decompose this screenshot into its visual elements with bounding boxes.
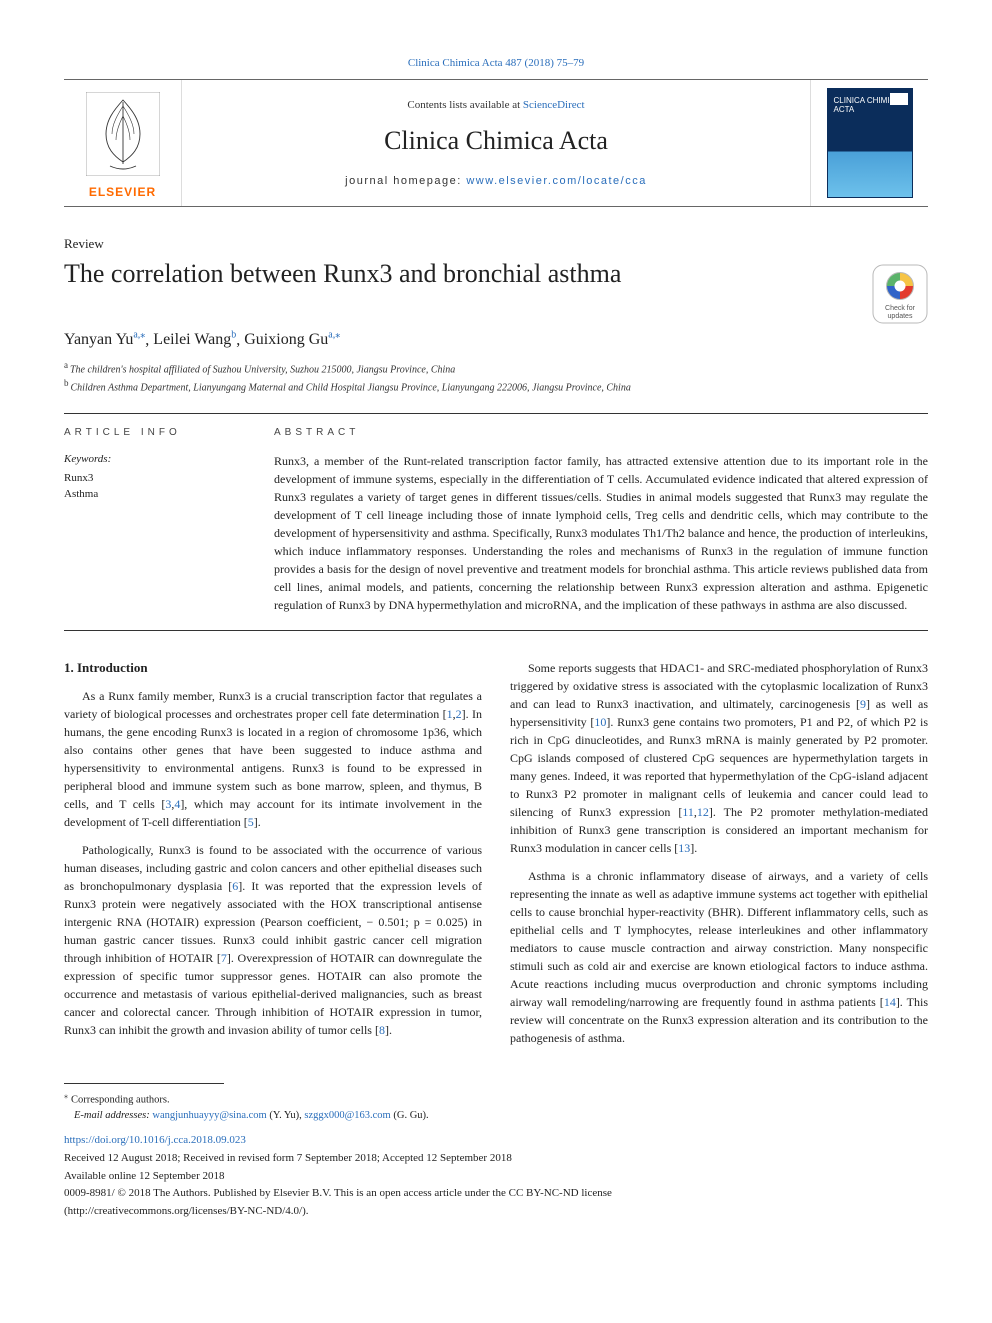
affiliation: bChildren Asthma Department, Lianyungang… (64, 377, 928, 395)
citation-link[interactable]: 1 (447, 707, 453, 721)
article-info-col: ARTICLE INFO Keywords: Runx3 Asthma (64, 426, 274, 614)
body-paragraph: Some reports suggests that HDAC1- and SR… (510, 659, 928, 857)
corresponding-symbol: ⁎ (64, 1091, 68, 1100)
citation-link[interactable]: 13 (678, 841, 690, 855)
author-name: Guixiong Gu (244, 331, 328, 348)
cover-title: CLINICA CHIMICA ACTA (834, 97, 906, 115)
author-marks: a,⁎ (133, 330, 145, 341)
footnotes: ⁎Corresponding authors. E-mail addresses… (64, 1090, 928, 1123)
email-who: (Y. Yu) (269, 1110, 299, 1121)
body-paragraph: Pathologically, Runx3 is found to be ass… (64, 841, 482, 1039)
email-line: E-mail addresses: wangjunhuayyy@sina.com… (64, 1108, 928, 1123)
citation-link[interactable]: 8 (379, 1023, 385, 1037)
journal-cover-thumb: CLINICA CHIMICA ACTA (827, 88, 913, 198)
homepage-prefix: journal homepage: (345, 175, 466, 187)
article-info-heading: ARTICLE INFO (64, 426, 250, 440)
cover-block: CLINICA CHIMICA ACTA (810, 80, 928, 206)
author-email[interactable]: szggx000@163.com (304, 1110, 390, 1121)
crossmark-icon: Check for updates (872, 264, 928, 324)
citation-link[interactable]: 6 (232, 879, 238, 893)
abstract-col: ABSTRACT Runx3, a member of the Runt-rel… (274, 426, 928, 614)
citation-link[interactable]: 12 (697, 805, 709, 819)
citation-link[interactable]: 3 (165, 797, 171, 811)
running-head-link[interactable]: Clinica Chimica Acta 487 (2018) 75–79 (408, 57, 584, 69)
author-list: Yanyan Yua,⁎, Leilei Wangb, Guixiong Gua… (64, 329, 928, 352)
doi-line: https://doi.org/10.1016/j.cca.2018.09.02… (64, 1133, 928, 1148)
crossmark-badge[interactable]: Check for updates (872, 264, 928, 329)
citation-link[interactable]: 2 (456, 707, 462, 721)
affiliations: aThe children's hospital affiliated of S… (64, 359, 928, 395)
email-who: (G. Gu). (393, 1110, 428, 1121)
keywords-label: Keywords: (64, 452, 250, 467)
corresponding-note: ⁎Corresponding authors. (64, 1090, 928, 1108)
affiliation-label: b (64, 378, 69, 388)
email-label: E-mail addresses: (74, 1110, 152, 1121)
citation-link[interactable]: 4 (174, 797, 180, 811)
sciencedirect-link[interactable]: ScienceDirect (523, 99, 585, 111)
author-email[interactable]: wangjunhuayyy@sina.com (152, 1110, 266, 1121)
keyword: Runx3 (64, 470, 250, 487)
affiliation: aThe children's hospital affiliated of S… (64, 359, 928, 377)
body-paragraph: As a Runx family member, Runx3 is a cruc… (64, 687, 482, 831)
journal-name: Clinica Chimica Acta (384, 123, 608, 159)
footnote-rule (64, 1083, 224, 1084)
author: Yanyan Yua,⁎ (64, 331, 145, 348)
contents-prefix: Contents lists available at (407, 99, 522, 111)
citation-link[interactable]: 5 (248, 815, 254, 829)
keyword: Asthma (64, 486, 250, 503)
author-marks: a,⁎ (328, 330, 340, 341)
citation-link[interactable]: 7 (221, 951, 227, 965)
info-abstract-block: ARTICLE INFO Keywords: Runx3 Asthma ABST… (64, 413, 928, 631)
keywords-list: Runx3 Asthma (64, 470, 250, 503)
available-online-line: Available online 12 September 2018 (64, 1169, 928, 1185)
affiliation-text: Children Asthma Department, Lianyungang … (71, 383, 631, 394)
citation-link[interactable]: 9 (860, 697, 866, 711)
abstract-text: Runx3, a member of the Runt-related tran… (274, 452, 928, 614)
article-type: Review (64, 235, 928, 253)
homepage-line: journal homepage: www.elsevier.com/locat… (345, 174, 647, 189)
running-head: Clinica Chimica Acta 487 (2018) 75–79 (64, 56, 928, 71)
homepage-link[interactable]: www.elsevier.com/locate/cca (466, 175, 647, 187)
publisher-tree-icon (86, 92, 160, 176)
affiliation-text: The children's hospital affiliated of Su… (70, 365, 455, 376)
affiliation-label: a (64, 360, 68, 370)
citation-link[interactable]: 11 (682, 805, 694, 819)
license-line-2: (http://creativecommons.org/licenses/BY-… (64, 1204, 928, 1220)
author: Guixiong Gua,⁎ (244, 331, 340, 348)
svg-text:Check for: Check for (885, 305, 916, 312)
banner-center: Contents lists available at ScienceDirec… (182, 80, 810, 206)
citation-link[interactable]: 14 (884, 995, 896, 1009)
abstract-heading: ABSTRACT (274, 426, 928, 440)
doi-link[interactable]: https://doi.org/10.1016/j.cca.2018.09.02… (64, 1134, 246, 1146)
contents-line: Contents lists available at ScienceDirec… (407, 98, 584, 113)
citation-link[interactable]: 10 (594, 715, 606, 729)
author-name: Leilei Wang (153, 331, 231, 348)
publisher-name: ELSEVIER (89, 184, 156, 201)
corresponding-text: Corresponding authors. (71, 1095, 170, 1106)
svg-text:updates: updates (888, 313, 913, 320)
author-marks: b (231, 330, 236, 341)
publisher-block: ELSEVIER (64, 80, 182, 206)
author: Leilei Wangb (153, 331, 236, 348)
history-line: Received 12 August 2018; Received in rev… (64, 1151, 928, 1167)
section-heading: 1. Introduction (64, 659, 482, 677)
article-title: The correlation between Runx3 and bronch… (64, 258, 621, 291)
journal-banner: ELSEVIER Contents lists available at Sci… (64, 79, 928, 207)
license-line-1: 0009-8981/ © 2018 The Authors. Published… (64, 1186, 928, 1202)
body-paragraph: Asthma is a chronic inflammatory disease… (510, 867, 928, 1047)
body-columns: 1. Introduction As a Runx family member,… (64, 659, 928, 1053)
author-name: Yanyan Yu (64, 331, 133, 348)
